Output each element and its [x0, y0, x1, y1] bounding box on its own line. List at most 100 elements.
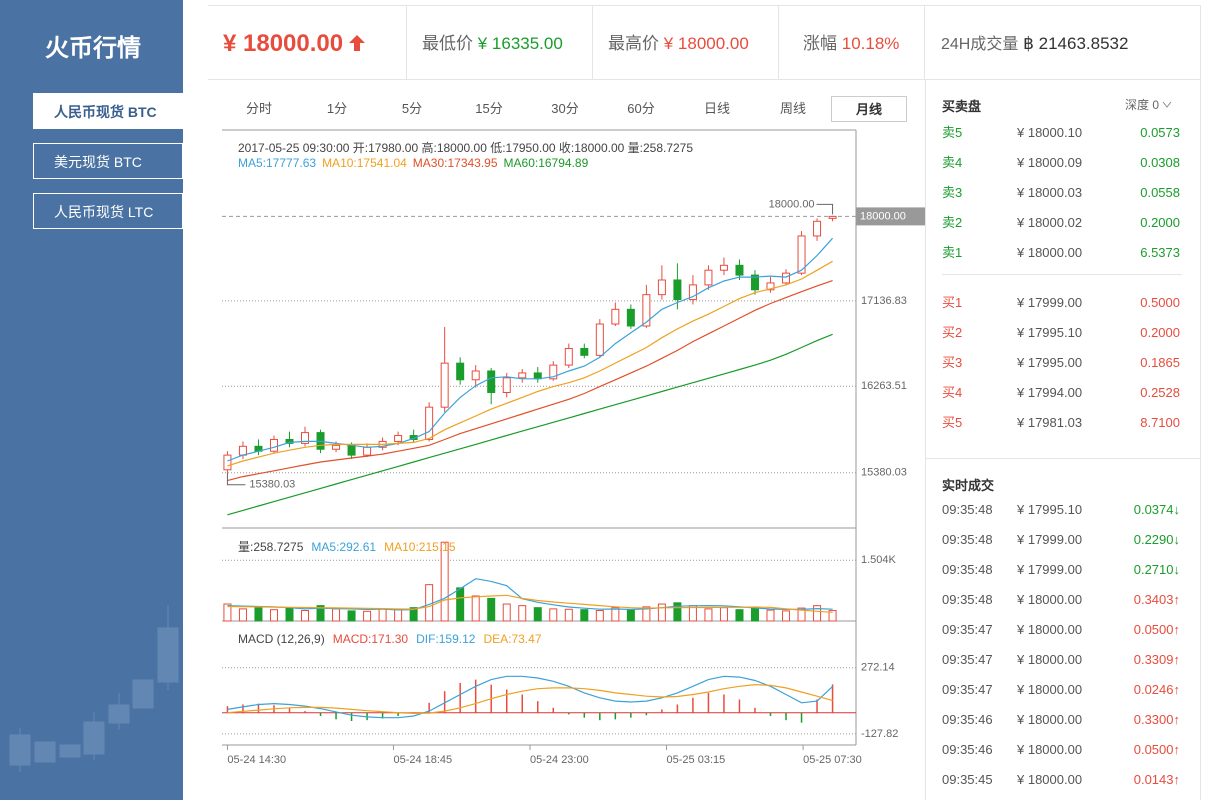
volume-bar [440, 541, 449, 622]
volume-bar [813, 605, 822, 622]
candle-body [688, 284, 697, 301]
row-amount: 0.0246↑ [1133, 682, 1180, 697]
row-amount: 0.0500↑ [1133, 622, 1180, 637]
row-label: 卖1 [942, 245, 963, 260]
row-amount: 6.5373 [1140, 245, 1180, 260]
row-price: ¥ 17994.00 [1017, 385, 1083, 400]
volume-bar [657, 603, 666, 622]
timeframe-tab[interactable]: 1分 [326, 101, 348, 116]
timeframe-tab[interactable]: 5分 [401, 101, 423, 116]
timeframe-tab[interactable]: 30分 [551, 101, 579, 116]
row-price: ¥ 18000.00 [1017, 682, 1083, 697]
list-row: 09:35:47 ¥ 18000.00 0.0246↑ [942, 680, 1180, 700]
x-tick-label: 05-25 03:15 [667, 754, 726, 766]
row-amount: 0.0143↑ [1133, 772, 1180, 787]
volume-bar [502, 603, 511, 622]
volume-bar [595, 609, 604, 622]
timeframe-tab[interactable]: 周线 [779, 101, 806, 116]
y-tick-label: 272.14 [861, 662, 895, 674]
row-amount: 0.2000 [1140, 325, 1180, 340]
annotation-label: 18000.00 [769, 198, 815, 210]
list-row: 买3 ¥ 17995.00 0.1865 [942, 353, 1180, 373]
annotation-pointer [226, 472, 246, 486]
legend-title: 2017-05-25 09:30:00 开:17980.00 高:18000.0… [238, 140, 693, 155]
depth-label[interactable]: 深度 0 [1125, 98, 1160, 112]
nav-item[interactable]: 人民币现货 BTC [33, 93, 183, 129]
candle-body [797, 235, 806, 274]
timeframe-tab[interactable]: 月线 [831, 96, 907, 122]
legend-title: MACD (12,26,9) [238, 632, 325, 646]
timeframe-tab[interactable]: 15分 [475, 101, 503, 116]
candle-body [704, 269, 713, 286]
legend-item: MA60:16794.89 [504, 156, 589, 170]
row-amount: 0.3309↑ [1133, 652, 1180, 667]
row-price: ¥ 18000.00 [1017, 742, 1083, 757]
candle-body [301, 432, 310, 444]
row-price: ¥ 17981.03 [1017, 415, 1083, 430]
trades-title: 实时成交 [942, 478, 995, 493]
row-label: 卖4 [942, 155, 963, 170]
row-label: 卖2 [942, 215, 963, 230]
list-row: 卖3 ¥ 18000.03 0.0558 [942, 183, 1180, 203]
row-price: ¥ 18000.02 [1017, 215, 1083, 230]
line-series [227, 675, 834, 719]
row-price: ¥ 18000.00 [1017, 592, 1083, 607]
list-row: 09:35:47 ¥ 18000.00 0.0500↑ [942, 620, 1180, 640]
row-label: 买4 [942, 385, 963, 400]
list-row: 买5 ¥ 17981.03 8.7100 [942, 413, 1180, 433]
candle-body [657, 279, 666, 296]
market-panel [925, 80, 1201, 800]
row-price: ¥ 17999.00 [1017, 562, 1083, 577]
legend-item: DEA:73.47 [483, 632, 541, 646]
candle-body [642, 294, 651, 327]
row-label: 09:35:48 [942, 532, 993, 547]
row-label: 买2 [942, 325, 963, 340]
row-label: 买3 [942, 355, 963, 370]
row-amount: 0.2290↓ [1133, 532, 1180, 547]
volume-bar [704, 608, 713, 622]
sidebar-decoration [9, 605, 179, 772]
candle-body [828, 215, 837, 219]
timeframe-tab[interactable]: 日线 [703, 101, 730, 116]
list-row: 买2 ¥ 17995.10 0.2000 [942, 323, 1180, 343]
nav-item[interactable]: 人民币现货 LTC [33, 193, 183, 229]
candle-body [626, 308, 635, 327]
annotation-label: 15380.03 [249, 479, 295, 491]
volume-bar [409, 607, 418, 622]
timeframe-tab[interactable]: 分时 [245, 101, 272, 116]
list-row: 09:35:48 ¥ 17999.00 0.2290↓ [942, 530, 1180, 550]
row-label: 09:35:48 [942, 592, 993, 607]
timeframe-tab[interactable]: 60分 [627, 101, 655, 116]
row-amount: 0.2710↓ [1133, 562, 1180, 577]
stat-cell: 涨幅 10.18% [779, 6, 925, 80]
legend-title: 量:258.7275 [238, 540, 304, 554]
divider [942, 274, 1182, 275]
volume-bar [533, 607, 542, 622]
candle-body [735, 264, 744, 276]
current-price-box [856, 207, 925, 226]
volume-bar [782, 610, 791, 622]
chevron [1162, 101, 1172, 108]
row-label: 卖3 [942, 185, 963, 200]
volume-bar [238, 608, 247, 622]
x-tick-label: 05-24 18:45 [393, 754, 452, 766]
divider [926, 458, 1200, 459]
row-price: ¥ 17999.00 [1017, 532, 1083, 547]
row-label: 09:35:47 [942, 652, 993, 667]
volume-bar [487, 597, 496, 622]
volume-bar [564, 608, 573, 622]
candle-body [269, 438, 278, 452]
row-label: 09:35:48 [942, 502, 993, 517]
volume-bar [626, 609, 635, 622]
candle-body [766, 282, 775, 291]
site-title: 火币行情 [45, 35, 141, 62]
nav-item[interactable]: 美元现货 BTC [33, 143, 183, 179]
volume-bar [456, 587, 465, 622]
candle-body [347, 444, 356, 456]
volume-bar [766, 609, 775, 622]
stat-value: 10.18% [841, 34, 900, 53]
candle-body [750, 274, 759, 291]
row-price: ¥ 18000.00 [1017, 712, 1083, 727]
depth-select[interactable]: 深度 0 [1125, 96, 1172, 113]
